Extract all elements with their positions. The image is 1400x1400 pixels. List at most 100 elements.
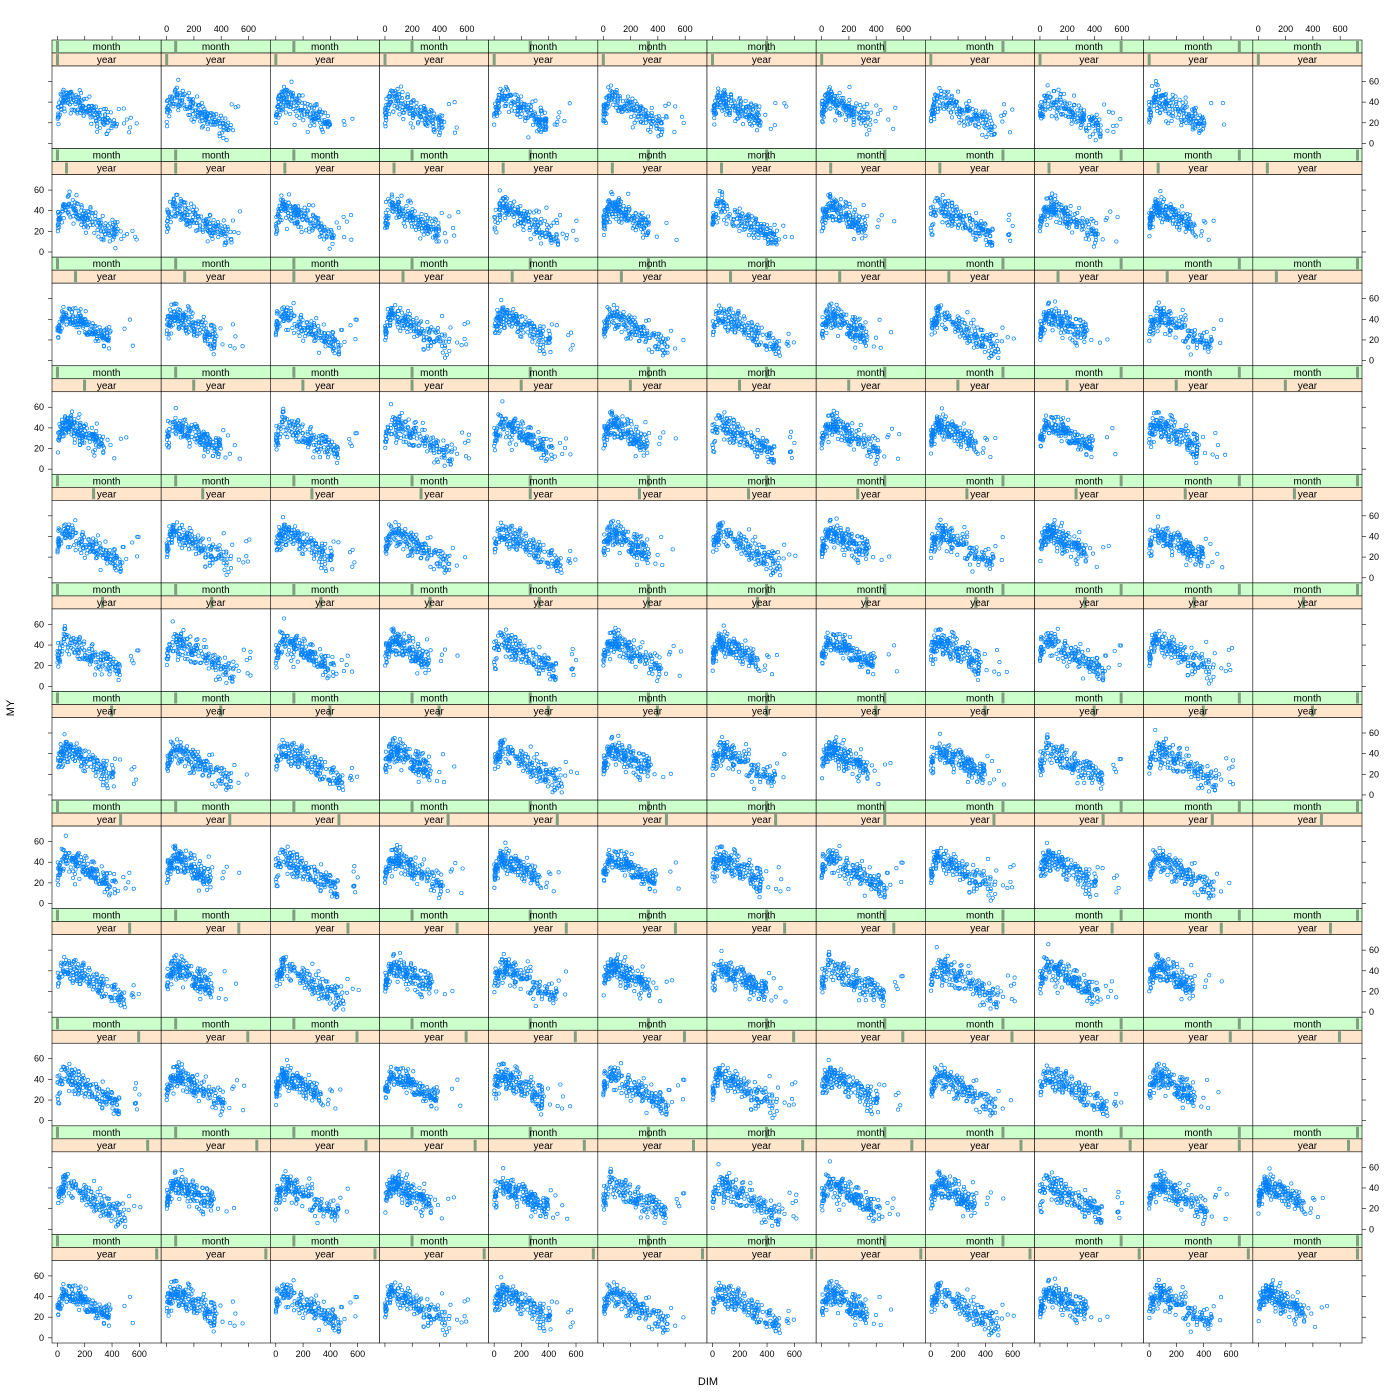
month-strip-indicator [292, 149, 296, 161]
month-strip-indicator [410, 258, 414, 270]
year-strip-label: year [315, 55, 335, 66]
data-point [75, 107, 80, 112]
data-point [55, 114, 61, 120]
year-strip-label: year [1298, 55, 1318, 66]
year-strip-indicator [492, 54, 496, 65]
data-point [103, 112, 108, 117]
data-point [97, 116, 102, 121]
year-strip-indicator [165, 54, 169, 65]
year-strip-indicator [65, 162, 69, 174]
month-strip-label: month [639, 42, 667, 53]
panel-plot-area [925, 174, 1035, 258]
panel-plot-area [925, 65, 1035, 149]
data-point [86, 103, 91, 108]
month-strip-label: month [966, 151, 994, 162]
data-point [205, 127, 210, 132]
data-point [68, 89, 74, 94]
data-point [76, 99, 81, 104]
month-strip-indicator [1356, 149, 1359, 161]
data-point [56, 122, 61, 127]
month-strip-indicator [56, 149, 59, 161]
year-strip-indicator [1038, 54, 1042, 65]
month-strip-label: month [857, 42, 885, 53]
month-strip-indicator [174, 258, 178, 270]
month-strip-label: month [93, 42, 121, 53]
year-strip-label: year [424, 55, 444, 66]
data-point [106, 128, 111, 133]
month-strip-label: month [529, 259, 557, 270]
data-point [167, 94, 173, 99]
year-strip-label: year [643, 164, 663, 175]
data-point [121, 106, 126, 111]
data-point [172, 101, 177, 107]
data-point [108, 118, 113, 124]
month-strip-label: month [311, 42, 339, 53]
year-strip-indicator [501, 162, 505, 174]
data-point [86, 108, 91, 113]
panel-plot-area [597, 65, 708, 149]
year-strip-indicator [183, 271, 187, 283]
data-point [81, 113, 86, 118]
month-strip-label: month [420, 259, 448, 270]
year-strip-indicator [711, 54, 714, 65]
month-strip-label: month [93, 151, 121, 162]
year-strip-label: year [424, 164, 444, 175]
month-strip-indicator [292, 258, 296, 270]
month-strip-indicator [1356, 41, 1359, 52]
data-point [169, 94, 174, 99]
data-point [61, 87, 66, 92]
year-strip-indicator [56, 54, 59, 65]
month-strip-indicator [292, 41, 296, 52]
data-point [103, 106, 108, 111]
data-point [102, 116, 108, 121]
year-strip-label: year [534, 164, 554, 175]
data-point [78, 98, 83, 103]
data-point [128, 115, 133, 120]
data-point [89, 121, 94, 126]
month-strip-label: month [529, 151, 557, 162]
month-strip-label: month [1184, 151, 1212, 162]
year-strip-label: year [643, 55, 663, 66]
year-strip-indicator [938, 162, 942, 174]
data-point [93, 115, 98, 120]
year-strip-indicator [510, 271, 514, 283]
month-strip-indicator [174, 149, 178, 161]
year-strip-label: year [1189, 55, 1209, 66]
data-point [217, 134, 222, 139]
data-point [186, 97, 191, 102]
data-point [104, 132, 109, 137]
month-strip-indicator [56, 258, 59, 270]
month-strip-label: month [748, 151, 776, 162]
data-point [75, 109, 80, 114]
year-strip-indicator [74, 271, 78, 283]
month-strip-indicator [174, 41, 178, 52]
data-point [56, 113, 61, 118]
year-strip-indicator [392, 162, 396, 174]
data-point [87, 94, 92, 99]
data-point [73, 93, 78, 98]
year-strip-label: year [206, 272, 226, 283]
data-point [192, 108, 197, 113]
data-point [62, 109, 67, 114]
data-point [122, 121, 127, 126]
data-point [61, 98, 66, 103]
data-point [98, 107, 103, 112]
month-strip-label: month [420, 151, 448, 162]
data-point [93, 104, 98, 109]
data-point [66, 94, 71, 99]
data-point [95, 129, 100, 134]
month-strip-indicator [1237, 41, 1241, 52]
month-strip-indicator [56, 41, 59, 52]
panel-plot-area [160, 282, 271, 367]
month-strip-label: month [1075, 151, 1103, 162]
data-point [71, 97, 76, 102]
month-strip-label: month [202, 151, 230, 162]
year-strip-indicator [1156, 162, 1160, 174]
